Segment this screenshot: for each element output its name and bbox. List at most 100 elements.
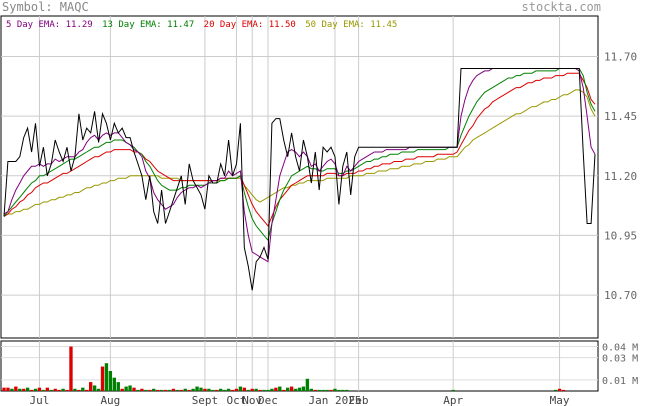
volume-bar [25,387,30,391]
x-tick-label: Jan 2025 [308,394,361,406]
x-tick-label: Nov [242,394,262,406]
volume-bar [22,388,26,391]
volume-bar [108,371,113,391]
volume-bar [65,389,69,391]
volume-bar [270,388,274,391]
volume-bar [203,388,207,391]
volume-bar [2,387,6,391]
volume-bar [286,387,290,391]
volume-bar [553,389,558,391]
volume-bar [77,389,81,391]
volume-bar [124,386,128,391]
volume-bar [45,387,50,391]
volume-bar [85,389,89,391]
volume-bar [14,386,18,391]
volume-bar [175,389,180,391]
volume-bar [207,388,211,391]
volume-bar [41,389,46,391]
volume-bar [238,386,243,391]
volume-bar [179,389,183,391]
x-tick-label: Feb [349,394,369,406]
volume-bar [18,388,22,391]
volume-bar [345,389,349,391]
volume-bar [219,388,223,391]
x-tick-label: Apr [443,394,463,406]
volume-bar [230,389,235,391]
volume-bar [242,387,247,391]
series-line-price [3,68,596,291]
volume-bar [325,389,329,391]
volume-bar [301,386,306,391]
volume-bar [29,389,34,391]
volume-bar [293,388,298,391]
volume-bar [278,386,282,391]
brand-label[interactable]: stockta.com [521,0,601,14]
volume-bar [57,389,61,391]
volume-bar [132,387,136,391]
volume-bar [163,389,168,391]
volume-tick-label: 0.01 M [602,376,638,387]
volume-bar [53,388,57,391]
series-line-50-day-ema [3,89,596,217]
x-tick-label: Oct [227,394,247,406]
volume-panel [0,340,599,392]
volume-bar [317,389,321,391]
volume-bar [211,389,215,391]
volume-bar [187,389,191,391]
series-line-20-day-ema [3,72,596,227]
volume-bar [148,389,152,391]
volume-bar [89,382,93,391]
volume-bar [120,388,124,391]
volume-bar [321,389,325,391]
volume-bar [159,389,164,391]
volume-bar [305,378,310,391]
volume-bar [234,388,239,391]
volume-bar [183,388,187,391]
volume-bar [167,389,172,391]
x-tick-label: Dec [258,394,278,406]
volume-bar [258,389,262,391]
volume-bar [199,387,203,391]
price-tick-label: 11.20 [604,170,637,183]
volume-bar [155,389,160,391]
price-tick-label: 11.70 [604,51,637,64]
volume-bar [262,389,266,391]
volume-bar [33,388,38,391]
legend-ema-5: 5 Day EMA: 11.29 [6,20,93,30]
legend-ema-13: 13 Day EMA: 11.47 [102,20,195,30]
volume-bar [96,388,101,391]
volume-bar [329,389,333,391]
legend-ema-20: 20 Day EMA: 11.50 [203,20,296,30]
volume-bar [557,388,562,391]
volume-bar [274,387,278,391]
volume-bar [226,388,231,391]
volume-bar [309,388,313,391]
volume-bar [341,389,345,391]
volume-bar [191,388,195,391]
volume-tick-label: 0.03 M [602,354,638,365]
volume-bar [104,363,109,391]
volume-bar [250,388,254,391]
volume-bar [171,388,176,391]
volume-bar [282,389,286,391]
volume-bar [112,377,116,391]
volume-bar [136,389,140,391]
volume-bar [10,388,14,391]
volume-bar [128,385,132,391]
volume-bar [333,388,337,391]
price-tick-label: 10.95 [604,229,637,242]
volume-bar [561,389,566,391]
volume-tick-label: 0.04 M [602,343,638,354]
ema-legend: 5 Day EMA: 11.29 13 Day EMA: 11.47 20 Da… [6,20,401,30]
volume-bar [49,389,53,391]
volume-bar [215,389,219,391]
volume-bar [246,389,250,391]
volume-bar [37,387,42,391]
volume-bar [69,346,73,391]
volume-bar [140,388,144,391]
volume-bar [297,387,302,391]
volume-bar [195,386,199,391]
symbol-label: Symbol: MAQC [2,0,89,14]
volume-bar [254,388,258,391]
